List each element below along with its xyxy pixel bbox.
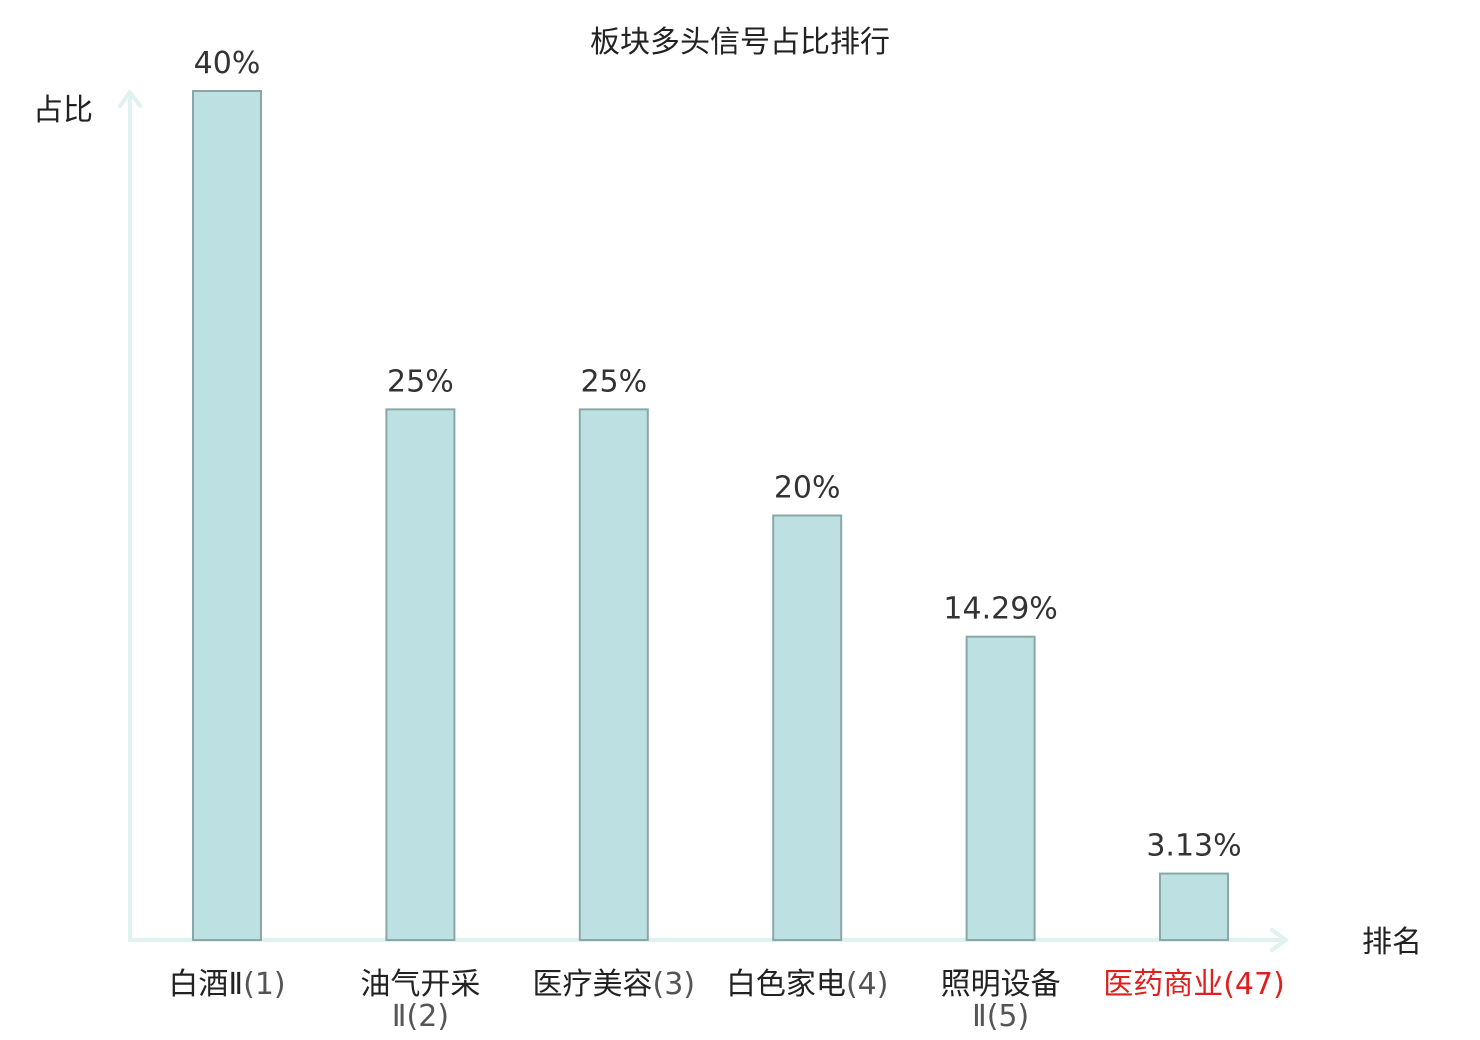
- chart-title: 板块多头信号占比排行: [590, 25, 890, 60]
- category-label-1: 白酒Ⅱ(1): [168, 967, 285, 1002]
- category-name: 白酒Ⅱ: [168, 967, 243, 1002]
- x-axis-label: 排名: [1362, 925, 1422, 960]
- category-label-2-rank: Ⅱ(2): [392, 999, 449, 1034]
- category-rank: (4): [846, 967, 889, 1002]
- bar-6: [1159, 872, 1229, 941]
- value-label-6: 3.13%: [1146, 829, 1241, 864]
- category-rank: (1): [243, 967, 286, 1002]
- bar-1: [192, 90, 262, 941]
- category-label-3: 医疗美容(3): [533, 967, 696, 1002]
- category-label-4: 白色家电(4): [726, 967, 889, 1002]
- value-labels-group: 40% 25% 25% 20% 14.29% 3.13%: [194, 46, 1242, 864]
- value-label-5: 14.29%: [943, 592, 1057, 627]
- bar-5: [965, 635, 1036, 941]
- value-label-2: 25%: [387, 364, 454, 399]
- category-label-2: 油气开采: [360, 967, 480, 1002]
- category-rank: (47): [1223, 967, 1285, 1002]
- category-label-5: 照明设备: [941, 967, 1061, 1002]
- bar-4: [772, 514, 843, 941]
- category-rank: (3): [653, 967, 696, 1002]
- bars-group: [192, 90, 1229, 941]
- value-label-4: 20%: [774, 471, 841, 506]
- category-name: 医疗美容: [533, 967, 653, 1002]
- bar-2: [385, 408, 456, 941]
- y-axis-label: 占比: [33, 93, 93, 128]
- bar-3: [578, 408, 649, 941]
- category-label-6: 医药商业(47): [1103, 967, 1285, 1002]
- category-label-5-rank: Ⅱ(5): [972, 999, 1029, 1034]
- y-axis: [118, 90, 142, 942]
- value-label-3: 25%: [580, 364, 647, 399]
- category-name: 医药商业: [1103, 967, 1223, 1002]
- category-name: 白色家电: [726, 967, 846, 1002]
- x-axis: [128, 928, 1288, 952]
- value-label-1: 40%: [194, 46, 261, 81]
